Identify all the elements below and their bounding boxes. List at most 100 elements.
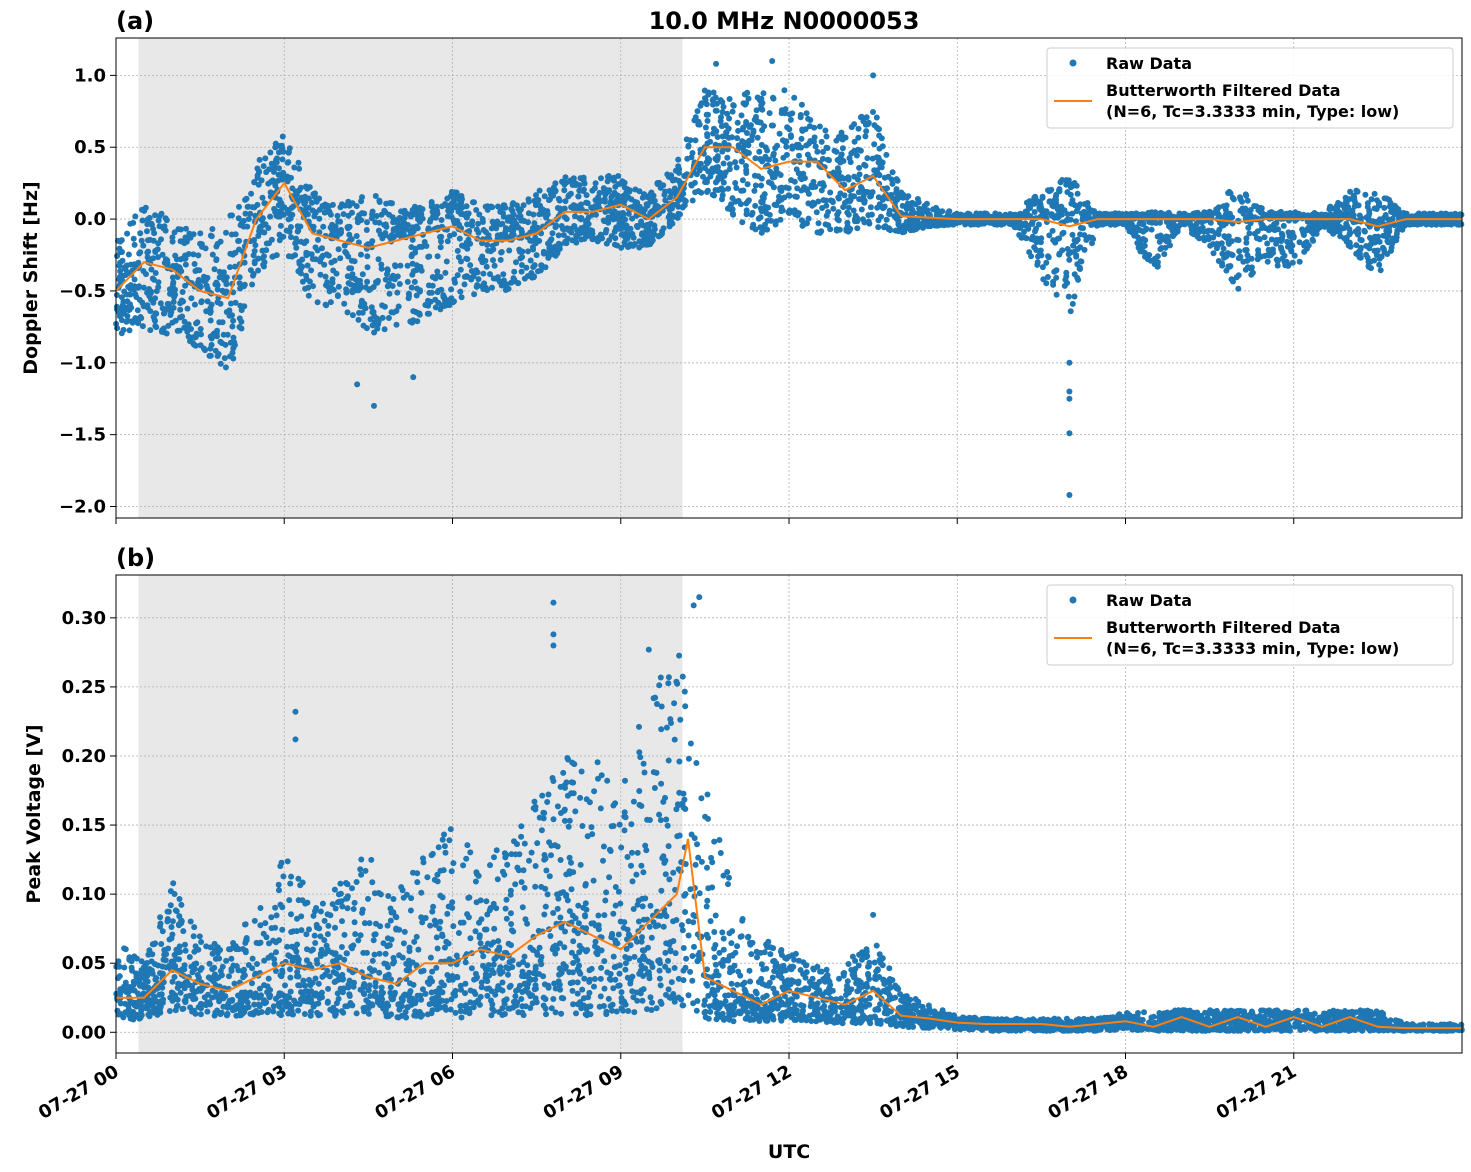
raw-point — [323, 302, 330, 309]
raw-point — [613, 198, 620, 205]
raw-point — [1289, 259, 1296, 266]
raw-point — [150, 237, 157, 244]
raw-point — [381, 326, 388, 333]
raw-point — [1343, 209, 1350, 216]
raw-point — [150, 226, 157, 232]
raw-point — [182, 234, 189, 241]
raw-point — [1368, 196, 1375, 203]
raw-point — [778, 204, 785, 211]
raw-point — [1347, 230, 1354, 236]
raw-point — [272, 144, 279, 151]
raw-point — [353, 233, 360, 239]
raw-point — [539, 792, 546, 799]
raw-point — [385, 315, 392, 321]
raw-point — [1067, 184, 1074, 191]
raw-point — [786, 126, 793, 133]
raw-point — [242, 210, 249, 217]
raw-point — [404, 262, 411, 269]
raw-point — [591, 185, 598, 192]
raw-point — [767, 951, 774, 958]
raw-point — [487, 248, 494, 255]
raw-point — [1071, 293, 1078, 300]
raw-point — [145, 237, 151, 244]
raw-point — [285, 159, 292, 166]
raw-point — [165, 322, 172, 329]
raw-point — [222, 364, 229, 371]
raw-point — [554, 843, 561, 850]
raw-point — [472, 268, 479, 275]
raw-point — [1043, 259, 1050, 266]
raw-point — [388, 275, 395, 282]
raw-point — [1048, 186, 1055, 193]
raw-point — [208, 233, 215, 240]
raw-point — [671, 700, 678, 707]
raw-point — [573, 232, 580, 239]
raw-point — [746, 124, 753, 130]
raw-point — [870, 109, 876, 115]
raw-point — [692, 137, 699, 144]
raw-point — [740, 144, 747, 151]
raw-point — [797, 114, 804, 121]
raw-point — [296, 260, 303, 267]
raw-point — [1399, 211, 1406, 218]
raw-point — [477, 940, 484, 947]
raw-point — [516, 246, 523, 253]
raw-point — [725, 185, 732, 192]
raw-point — [744, 198, 751, 205]
raw-point — [786, 210, 793, 216]
raw-point — [306, 184, 313, 191]
raw-point — [360, 322, 367, 329]
raw-point — [715, 187, 722, 193]
raw-point — [657, 982, 664, 989]
raw-point — [1207, 242, 1214, 249]
raw-point — [627, 225, 634, 232]
raw-point — [418, 267, 425, 274]
raw-point — [987, 219, 994, 226]
raw-point — [711, 192, 718, 199]
raw-point — [562, 238, 569, 245]
raw-point — [1031, 209, 1038, 215]
raw-point — [139, 206, 145, 213]
raw-point — [739, 177, 746, 184]
raw-point — [1196, 235, 1203, 242]
raw-point — [314, 247, 321, 254]
raw-point — [1389, 237, 1396, 244]
raw-point — [134, 307, 141, 314]
raw-point — [1040, 276, 1047, 283]
raw-point — [1161, 251, 1168, 258]
raw-point — [1259, 222, 1266, 229]
raw-point — [1353, 242, 1360, 249]
raw-point — [518, 262, 525, 268]
raw-point — [644, 202, 651, 209]
raw-point — [787, 132, 794, 139]
raw-point — [915, 199, 922, 206]
raw-point — [386, 290, 393, 297]
raw-point — [938, 220, 945, 227]
raw-point — [899, 194, 906, 201]
raw-point — [697, 102, 704, 109]
raw-point — [1364, 254, 1371, 261]
raw-point — [1277, 244, 1284, 251]
raw-point — [895, 218, 902, 225]
raw-point — [396, 230, 403, 237]
raw-point — [320, 223, 327, 230]
raw-point — [756, 148, 763, 155]
raw-point — [269, 177, 276, 184]
raw-point — [364, 219, 370, 226]
raw-point — [920, 208, 927, 214]
raw-point — [634, 849, 641, 856]
raw-point — [919, 220, 926, 227]
raw-point — [1254, 256, 1261, 263]
raw-point — [137, 249, 144, 256]
raw-point — [303, 238, 310, 245]
raw-point — [395, 222, 402, 228]
raw-point — [454, 247, 461, 254]
raw-point — [594, 759, 601, 766]
raw-point — [1356, 248, 1362, 255]
raw-point — [1273, 237, 1280, 243]
raw-point — [364, 278, 371, 285]
raw-point — [770, 184, 777, 191]
raw-point — [644, 238, 650, 245]
raw-point — [1221, 254, 1228, 261]
raw-point — [1046, 198, 1053, 205]
